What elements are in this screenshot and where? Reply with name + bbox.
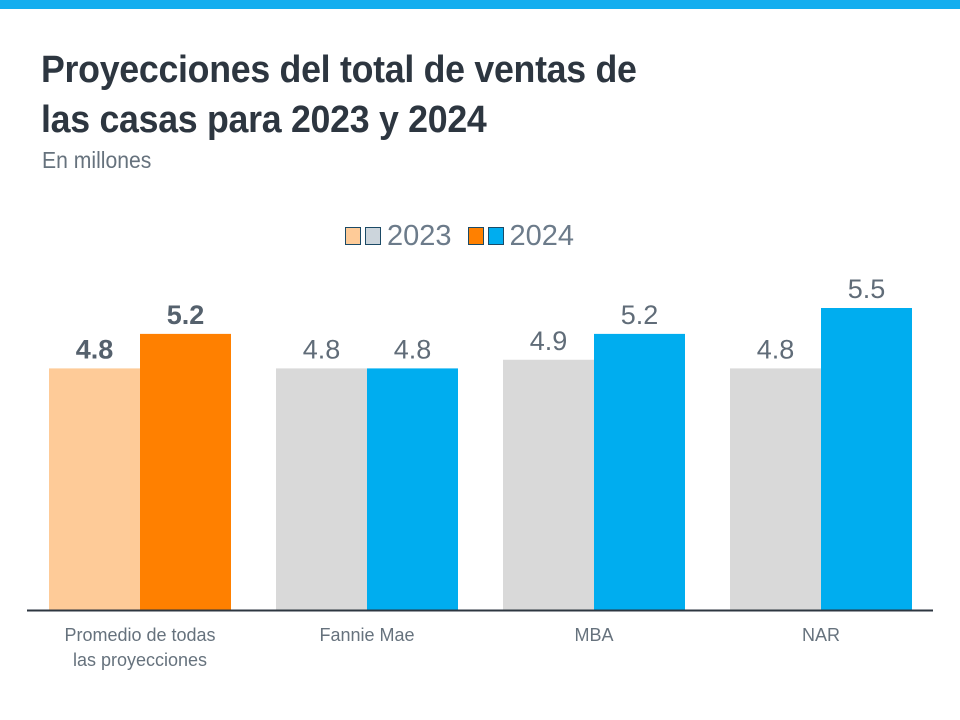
top-accent-bar [0,0,960,9]
bar-2024 [140,333,231,610]
category-group: 4.8 5.2 Promedio de todas las proyecciones [49,300,231,670]
legend-swatch-2024 [487,227,504,245]
bar-2024 [594,333,685,610]
legend-label-2023: 2023 [387,219,452,252]
bar-2023 [276,368,367,610]
legend-label-2024: 2024 [509,219,575,252]
chart-subtitle: En millones [42,147,152,173]
legend-swatch-2023-avg [345,227,361,245]
data-label: 4.8 [76,334,114,364]
x-tick-label: MBA [574,625,613,645]
data-label: 5.2 [167,300,205,330]
bar-2023 [503,359,594,610]
title-line-2: las casas para 2023 y 2024 [41,99,487,141]
x-tick-label: NAR [802,625,840,645]
bar-2023 [730,368,821,610]
category-group: 4.8 4.8 Fannie Mae [276,334,458,645]
data-label: 4.8 [303,334,341,364]
x-tick-label: Promedio de todas [64,625,215,645]
legend-swatch-2024-avg [467,227,484,245]
legend: 2023 2024 [345,220,590,252]
category-group: 4.9 5.2 MBA [503,300,685,645]
data-label: 4.9 [530,326,568,356]
x-tick-label: las proyecciones [73,650,207,670]
data-label: 4.8 [757,334,795,364]
category-group: 4.8 5.5 NAR [730,274,912,645]
chart-title: Proyecciones del total de ventas de las … [41,45,637,145]
title-line-1: Proyecciones del total de ventas de [41,49,637,91]
legend-swatch-2023 [365,227,381,245]
data-label: 5.2 [621,300,659,330]
bar-2023 [49,368,140,610]
data-label: 5.5 [848,274,886,304]
bar-2024 [821,308,912,610]
x-tick-label: Fannie Mae [319,625,414,645]
bar-2024 [367,368,458,610]
data-label: 4.8 [394,334,432,364]
